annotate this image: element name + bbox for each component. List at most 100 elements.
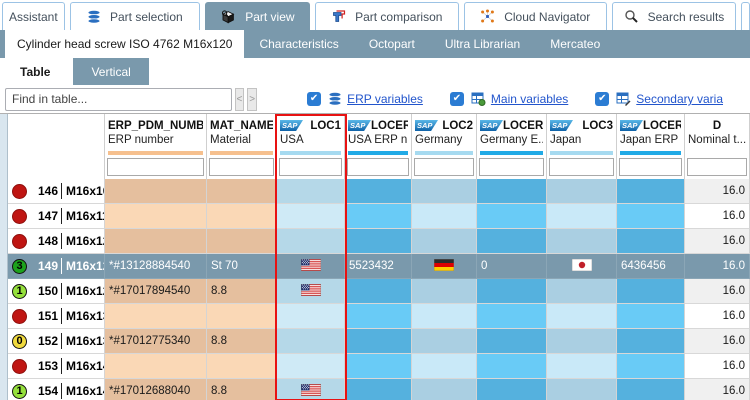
cell-mat[interactable] [207,354,277,379]
cell-mat[interactable]: 8.8 [207,379,277,400]
cell-locerp1[interactable] [345,354,412,379]
tab-ultra-librarian[interactable]: Ultra Librarian [444,37,521,51]
cell-mat[interactable]: St 70 [207,254,277,279]
cell-loc3[interactable] [547,329,617,354]
checkbox[interactable]: ✔ [449,92,464,106]
cell-d[interactable]: 16.0 [685,279,750,304]
cell-loc3[interactable] [547,379,617,400]
row-label[interactable]: 147 M16x110 [8,204,105,229]
cell-locerp3[interactable] [617,304,685,329]
cell-locerp1[interactable] [345,329,412,354]
cell-erp[interactable] [105,204,207,229]
row-label[interactable]: 151 M16x130 [8,304,105,329]
table-row[interactable]: 148 M16x120 16.0 [8,229,750,254]
row-label[interactable]: 3 149 M16x120 [8,254,105,279]
cell-locerp3[interactable] [617,204,685,229]
cell-locerp3[interactable] [617,279,685,304]
cell-loc1[interactable] [277,329,345,354]
cell-locerp1[interactable] [345,179,412,204]
cell-d[interactable]: 16.0 [685,254,750,279]
cell-erp[interactable]: *#17017894540 [105,279,207,304]
column-header-mat[interactable]: MAT_NAME Material [207,114,277,156]
cell-locerp3[interactable] [617,379,685,400]
cell-erp[interactable]: *#13128884540 [105,254,207,279]
filter-locerp1-input[interactable] [347,158,409,176]
cell-locerp2[interactable] [477,379,547,400]
cell-loc3[interactable] [547,254,617,279]
filter-d-input[interactable] [687,158,747,176]
cell-mat[interactable] [207,229,277,254]
column-header-locerp3[interactable]: SAPLOCERP3 Japan ERP ... [617,114,685,156]
tab-part-view[interactable]: Part view [204,2,310,30]
cell-loc2[interactable] [412,354,477,379]
tab-characteristics[interactable]: Characteristics [259,37,339,51]
column-header-loc1[interactable]: SAP LOC1 USA [277,114,345,156]
cell-loc2[interactable] [412,279,477,304]
cell-locerp3[interactable] [617,229,685,254]
filter-mat-input[interactable] [209,158,274,176]
cell-erp[interactable] [105,304,207,329]
cell-locerp2[interactable]: 0 [477,254,547,279]
cell-loc3[interactable] [547,304,617,329]
cell-loc1[interactable] [277,354,345,379]
cell-erp[interactable]: *#17012775340 [105,329,207,354]
cell-mat[interactable]: 8.8 [207,279,277,304]
table-row[interactable]: 147 M16x110 16.0 [8,204,750,229]
cell-loc2[interactable] [412,254,477,279]
cell-locerp3[interactable] [617,354,685,379]
cell-locerp1[interactable] [345,229,412,254]
filter-loc1-input[interactable] [279,158,342,176]
cell-locerp1[interactable] [345,204,412,229]
column-header-d[interactable]: D Nominal t... [685,114,750,156]
cell-mat[interactable] [207,179,277,204]
cell-d[interactable]: 16.0 [685,304,750,329]
cell-d[interactable]: 16.0 [685,329,750,354]
cell-loc3[interactable] [547,279,617,304]
cell-locerp1[interactable] [345,279,412,304]
tab-partial-right[interactable] [741,2,750,30]
tab-vertical[interactable]: Vertical [73,58,149,85]
cell-locerp1[interactable] [345,304,412,329]
tab-octopart[interactable]: Octopart [368,37,415,51]
cell-mat[interactable] [207,204,277,229]
cell-mat[interactable]: 8.8 [207,329,277,354]
tab-part-selection[interactable]: Part selection [69,2,200,30]
cell-loc2[interactable] [412,204,477,229]
cell-loc2[interactable] [412,329,477,354]
table-row[interactable]: 146 M16x100 16.0 [8,179,750,204]
cell-locerp2[interactable] [477,329,547,354]
tab-table[interactable]: Table [20,64,51,79]
cell-loc2[interactable] [412,179,477,204]
cell-loc1[interactable] [277,179,345,204]
cell-loc1[interactable] [277,229,345,254]
find-previous-button[interactable]: < [234,87,245,111]
column-header-loc2[interactable]: SAP LOC2 Germany [412,114,477,156]
table-row[interactable]: 153 M16x140 16.0 [8,354,750,379]
cell-d[interactable]: 16.0 [685,379,750,400]
tab-cloud-navigator[interactable]: Cloud Navigator [463,2,607,30]
cell-loc2[interactable] [412,229,477,254]
cell-erp[interactable] [105,179,207,204]
filter-erp-input[interactable] [107,158,204,176]
table-row[interactable]: 151 M16x130 16.0 [8,304,750,329]
cell-locerp2[interactable] [477,229,547,254]
column-header-locerp2[interactable]: SAPLOCERP2 Germany E... [477,114,547,156]
cell-loc2[interactable] [412,379,477,400]
cell-mat[interactable] [207,304,277,329]
column-header-loc3[interactable]: SAP LOC3 Japan [547,114,617,156]
tab-document-active[interactable]: Cylinder head screw ISO 4762 M16x120 [5,30,245,58]
cell-loc1[interactable] [277,279,345,304]
link-main-variables[interactable]: Main variables [490,92,569,106]
row-label[interactable]: 1 150 M16x125 [8,279,105,304]
tab-assistant[interactable]: Assistant [2,2,65,30]
cell-loc3[interactable] [547,354,617,379]
cell-d[interactable]: 16.0 [685,229,750,254]
cell-d[interactable]: 16.0 [685,179,750,204]
cell-loc1[interactable] [277,254,345,279]
cell-locerp3[interactable] [617,329,685,354]
column-header-locerp1[interactable]: SAPLOCERP1 USA ERP n... [345,114,412,156]
cell-erp[interactable] [105,354,207,379]
cell-locerp2[interactable] [477,354,547,379]
